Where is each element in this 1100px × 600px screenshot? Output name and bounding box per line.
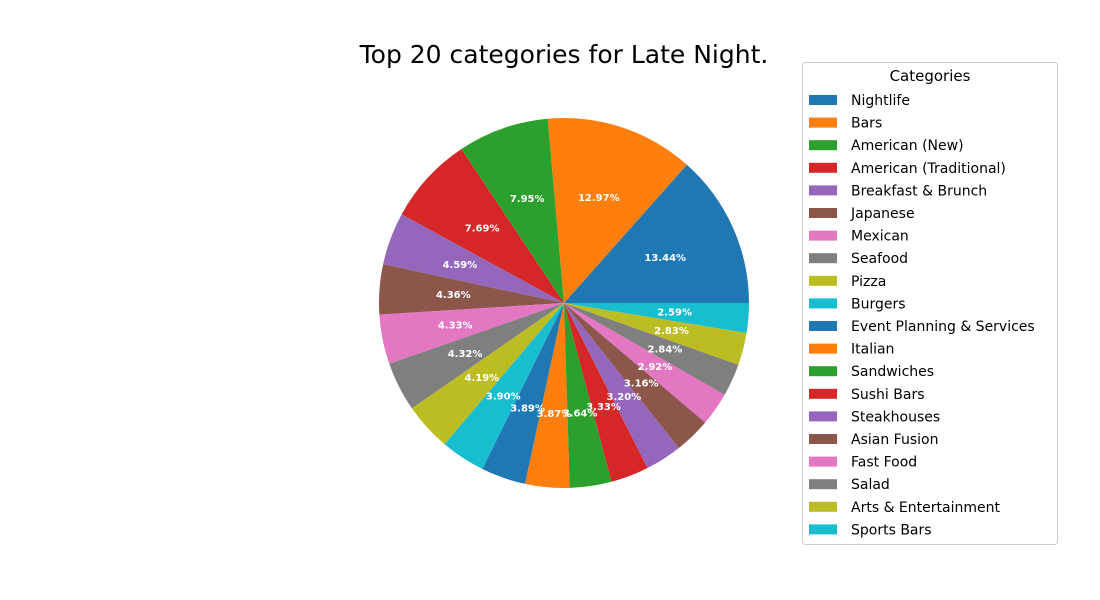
legend-swatch-american-traditional xyxy=(809,162,837,173)
legend-swatch-american-new xyxy=(809,140,837,151)
pie-slice-fast-food xyxy=(564,303,725,423)
pie-slice-nightlife xyxy=(564,164,749,303)
legend-swatch-japanese xyxy=(809,208,837,218)
legend-label-sports-bars: Sports Bars xyxy=(851,522,932,538)
legend-label-bars: Bars xyxy=(851,116,882,132)
pie-slice-japanese xyxy=(379,264,564,315)
legend-label-event-planning-services: Event Planning & Services xyxy=(851,319,1035,335)
legend-swatch-seafood xyxy=(809,253,837,264)
pie-slice-steakhouses xyxy=(564,303,679,469)
legend-label-fast-food: Fast Food xyxy=(851,455,917,471)
legend-label-pizza: Pizza xyxy=(851,274,886,290)
pie-slices xyxy=(379,118,749,488)
legend-swatch-sushi-bars xyxy=(809,388,837,399)
percent-label-japanese: 4.36% xyxy=(436,290,471,301)
legend-label-salad: Salad xyxy=(851,477,890,493)
percent-label-asian-fusion: 3.16% xyxy=(624,378,659,389)
legend-swatch-event-planning-services xyxy=(809,321,837,331)
pie-slice-sushi-bars xyxy=(564,303,648,482)
pie-slice-sandwiches xyxy=(564,303,612,488)
pie-slice-burgers xyxy=(444,303,564,470)
legend-label-american-traditional: American (Traditional) xyxy=(851,161,1006,177)
percent-label-bars: 12.97% xyxy=(578,193,620,204)
chart-title: Top 20 categories for Late Night. xyxy=(359,40,769,69)
percent-label-burgers: 3.90% xyxy=(486,391,521,402)
percent-label-sandwiches: 3.64% xyxy=(563,408,598,419)
legend-swatch-sandwiches xyxy=(809,366,837,377)
legend-swatch-breakfast-brunch xyxy=(809,185,837,196)
pie-slice-italian xyxy=(525,303,570,488)
legend-swatch-asian-fusion xyxy=(809,434,837,444)
legend-swatch-pizza xyxy=(809,275,837,286)
legend-label-japanese: Japanese xyxy=(850,206,915,222)
percent-label-american-new: 7.95% xyxy=(510,194,545,205)
pie-slice-salad xyxy=(564,303,739,395)
legend-label-arts-entertainment: Arts & Entertainment xyxy=(851,500,1000,516)
percent-label-sushi-bars: 3.33% xyxy=(586,402,621,413)
legend-swatch-italian xyxy=(809,343,837,354)
pie-slice-pizza xyxy=(411,303,564,445)
legend-label-sandwiches: Sandwiches xyxy=(851,364,934,380)
legend-label-sushi-bars: Sushi Bars xyxy=(851,387,925,403)
legend-swatch-nightlife xyxy=(809,95,837,105)
legend-swatch-sports-bars xyxy=(809,524,837,535)
percent-label-mexican: 4.33% xyxy=(438,320,473,331)
pie-slice-american-traditional xyxy=(401,149,564,303)
pie-slice-breakfast-brunch xyxy=(383,214,564,303)
legend-label-burgers: Burgers xyxy=(851,296,906,312)
legend-swatch-fast-food xyxy=(809,456,837,467)
legend-label-mexican: Mexican xyxy=(851,229,909,245)
pie-slice-seafood xyxy=(389,303,564,409)
legend: Categories Nightlife Bars American (New) Am… xyxy=(802,62,1058,545)
legend-swatch-burgers xyxy=(809,298,837,309)
percent-label-pizza: 4.19% xyxy=(464,373,499,384)
pie-slice-mexican xyxy=(379,303,564,364)
percent-label-american-traditional: 7.69% xyxy=(465,224,500,235)
percent-label-steakhouses: 3.20% xyxy=(606,392,641,403)
pie-slice-american-new xyxy=(461,118,564,304)
percent-label-event-planning-services: 3.89% xyxy=(510,403,545,414)
percent-label-arts-entertainment: 2.83% xyxy=(654,326,689,337)
legend-swatch-arts-entertainment xyxy=(809,501,837,512)
pie-slice-asian-fusion xyxy=(564,303,706,449)
percent-label-salad: 2.84% xyxy=(648,345,683,356)
percent-label-nightlife: 13.44% xyxy=(644,253,686,264)
legend-label-nightlife: Nightlife xyxy=(851,93,910,109)
pie-slice-bars xyxy=(547,118,687,303)
legend-frame xyxy=(802,62,1058,545)
legend-label-italian: Italian xyxy=(851,342,894,358)
legend-swatch-mexican xyxy=(809,230,837,241)
percent-label-breakfast-brunch: 4.59% xyxy=(443,260,478,271)
percent-label-italian: 3.87% xyxy=(537,409,572,420)
pie-slice-event-planning-services xyxy=(482,303,564,484)
percent-labels: 13.44% 12.97% 7.95% 7.69% 4.59% 4.36% 4.33% 4.3… xyxy=(436,193,692,420)
percent-label-sports-bars: 2.59% xyxy=(657,308,692,319)
legend-swatch-salad xyxy=(809,479,837,490)
legend-title: Categories xyxy=(890,67,971,85)
legend-items: Nightlife Bars American (New) American (Tra… xyxy=(809,93,1035,538)
legend-label-steakhouses: Steakhouses xyxy=(851,409,940,425)
pie-slice-arts-entertainment xyxy=(564,303,747,365)
pie-slice-sports-bars xyxy=(564,303,749,333)
legend-label-asian-fusion: Asian Fusion xyxy=(851,432,938,448)
legend-swatch-bars xyxy=(809,117,837,128)
legend-swatch-steakhouses xyxy=(809,411,837,422)
percent-label-fast-food: 2.92% xyxy=(638,362,673,373)
legend-label-breakfast-brunch: Breakfast & Brunch xyxy=(851,183,987,199)
percent-label-seafood: 4.32% xyxy=(448,349,483,360)
legend-label-seafood: Seafood xyxy=(851,251,908,267)
legend-label-american-new: American (New) xyxy=(851,138,964,154)
